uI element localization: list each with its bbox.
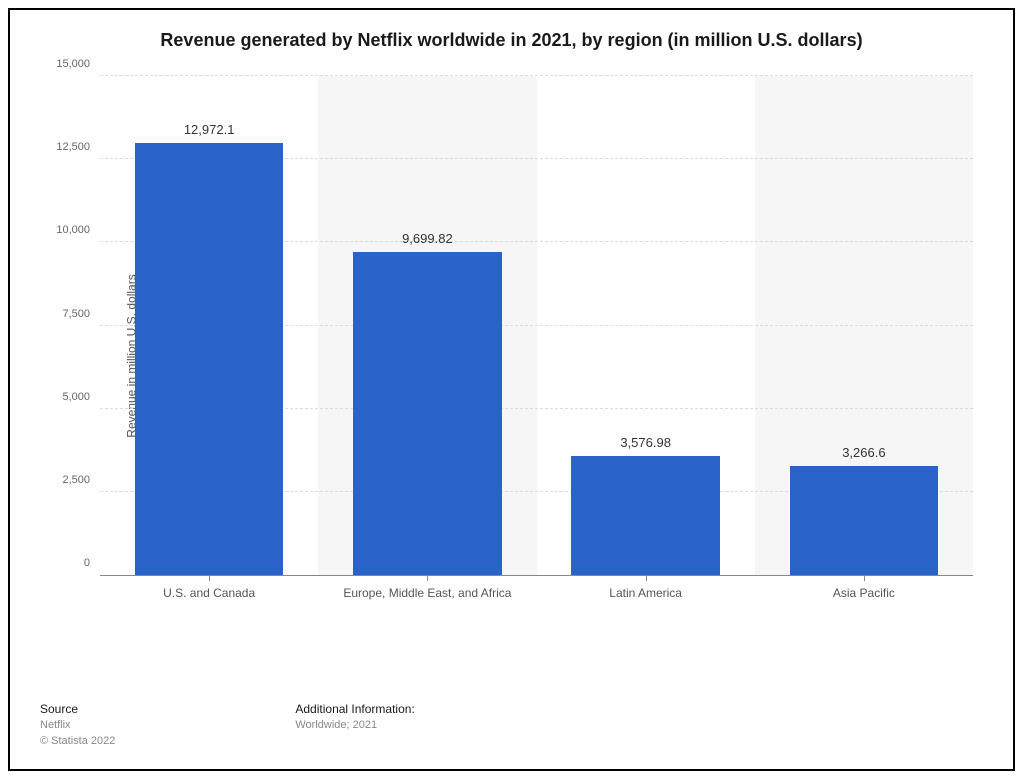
- bar-value-label: 12,972.1: [184, 122, 235, 143]
- x-tick: [864, 575, 865, 581]
- bar: 3,266.6: [790, 466, 938, 575]
- bar-value-label: 3,266.6: [842, 445, 885, 466]
- bars-container: 12,972.1 9,699.82 3,576.98 3,266.6: [100, 76, 973, 575]
- bar-slot: 3,576.98: [537, 76, 755, 575]
- info-block: Additional Information: Worldwide; 2021: [295, 702, 414, 749]
- x-axis-label: U.S. and Canada: [100, 586, 318, 600]
- chart-frame: Revenue generated by Netflix worldwide i…: [8, 8, 1015, 771]
- x-axis-label: Asia Pacific: [755, 586, 973, 600]
- y-tick-label: 7,500: [62, 308, 100, 320]
- x-tick: [427, 575, 428, 581]
- source-heading: Source: [40, 702, 115, 716]
- y-tick-label: 12,500: [56, 141, 100, 153]
- bar-slot: 9,699.82: [318, 76, 536, 575]
- chart-footer: Source Netflix © Statista 2022 Additiona…: [40, 702, 983, 749]
- bar: 3,576.98: [571, 456, 719, 575]
- info-heading: Additional Information:: [295, 702, 414, 716]
- plot-area: 12,972.19,699.823,576.983,266.6 02,5005,…: [100, 76, 973, 576]
- y-tick-label: 10,000: [56, 224, 100, 236]
- bar: 12,972.1: [135, 143, 283, 575]
- bar-slot: 3,266.6: [755, 76, 973, 575]
- x-tick: [209, 575, 210, 581]
- bar-value-label: 3,576.98: [620, 435, 671, 456]
- x-axis-label: Europe, Middle East, and Africa: [318, 586, 536, 600]
- info-line: Worldwide; 2021: [295, 718, 414, 733]
- x-axis-label: Latin America: [537, 586, 755, 600]
- y-tick-label: 2,500: [62, 474, 100, 486]
- x-tick: [646, 575, 647, 581]
- source-block: Source Netflix © Statista 2022: [40, 702, 115, 749]
- chart-area: Revenue in million U.S. dollars 12,972.1…: [100, 76, 973, 636]
- y-tick-label: 5,000: [62, 391, 100, 403]
- y-tick-label: 0: [84, 557, 100, 569]
- source-line: Netflix: [40, 718, 115, 733]
- bar: 9,699.82: [353, 252, 501, 575]
- source-copyright: © Statista 2022: [40, 734, 115, 749]
- bar-value-label: 9,699.82: [402, 231, 453, 252]
- chart-title: Revenue generated by Netflix worldwide i…: [40, 30, 983, 51]
- x-axis-labels: U.S. and CanadaEurope, Middle East, and …: [100, 586, 973, 600]
- bar-slot: 12,972.1: [100, 76, 318, 575]
- y-tick-label: 15,000: [56, 58, 100, 70]
